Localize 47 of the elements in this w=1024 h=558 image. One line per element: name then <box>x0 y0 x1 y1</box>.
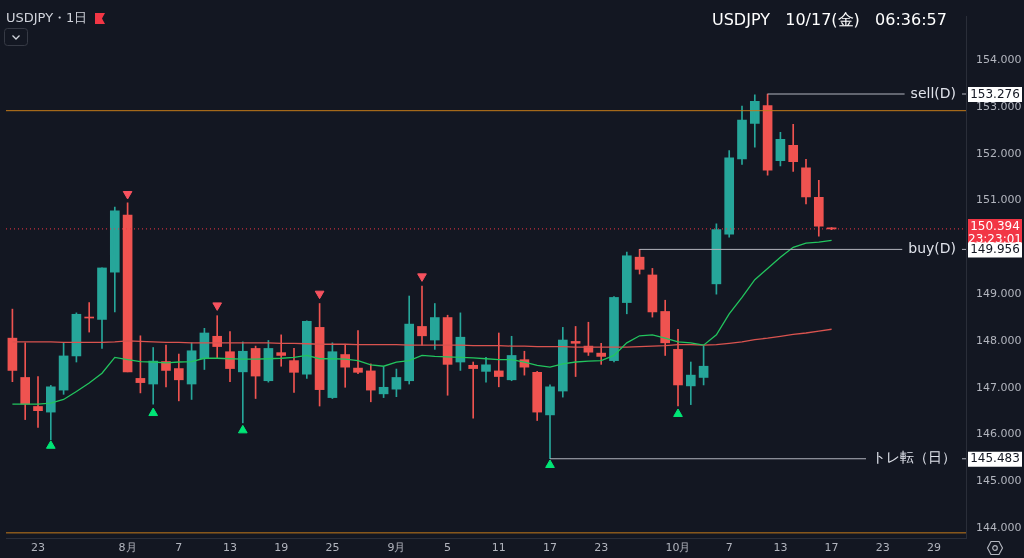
point <box>122 190 133 200</box>
point <box>212 302 223 311</box>
point <box>673 408 683 417</box>
x-tick-label: 25 <box>325 541 340 555</box>
chart-subtitle: USDJPY 10/17(金) 06:36:57 <box>712 10 947 31</box>
x-tick-label: 17 <box>824 541 839 555</box>
x-tick-label: 29 <box>927 541 941 555</box>
y-tick-label: 152.000 <box>976 146 1022 160</box>
x-tick-label: 23 <box>875 541 890 555</box>
y-tick-label: 145.000 <box>976 474 1022 488</box>
x-tick-label: 10月 <box>665 541 691 555</box>
y-tick-label: 147.000 <box>976 380 1022 394</box>
x-tick-label: 11 <box>491 541 506 555</box>
text: 145.483 <box>970 451 1020 466</box>
ref-line-label: buy(D) <box>908 240 956 257</box>
text: 153.276 <box>970 86 1020 101</box>
x-tick-label: 13 <box>223 541 237 555</box>
x-tick-label: 19 <box>274 541 289 555</box>
y-tick-label: 153.000 <box>976 99 1022 113</box>
text: 149.956 <box>970 242 1020 257</box>
x-tick-label: 9月 <box>387 541 406 555</box>
point <box>314 290 325 300</box>
candlestick <box>276 334 287 367</box>
chart-title: USDJPY・1日 <box>6 9 88 27</box>
x-tick-label: 5 <box>444 541 452 555</box>
y-tick-label: 154.000 <box>976 52 1022 66</box>
x-tick-label: 23 <box>31 541 45 555</box>
x-tick-label: 13 <box>773 541 788 555</box>
point <box>545 459 555 468</box>
y-tick-label: 149.000 <box>976 287 1022 301</box>
point <box>45 440 56 449</box>
ref-line-label: トレ転（日） <box>872 449 956 466</box>
x-tick-label: 7 <box>725 541 733 555</box>
x-tick-label: 23 <box>594 541 609 555</box>
y-tick-label: 146.000 <box>976 427 1022 441</box>
ref-line-label: sell(D) <box>910 84 956 101</box>
candlestick <box>481 357 491 383</box>
y-tick-label: 144.000 <box>976 521 1022 535</box>
y-tick-label: 151.000 <box>976 193 1022 207</box>
x-tick-label: 7 <box>175 541 183 555</box>
x-tick-label: 8月 <box>118 541 137 555</box>
point <box>237 424 248 434</box>
point <box>417 273 427 282</box>
x-tick-label: 17 <box>543 541 557 555</box>
text: 150.394 <box>970 219 1020 234</box>
point <box>148 407 159 417</box>
y-tick-label: 148.000 <box>976 333 1022 347</box>
